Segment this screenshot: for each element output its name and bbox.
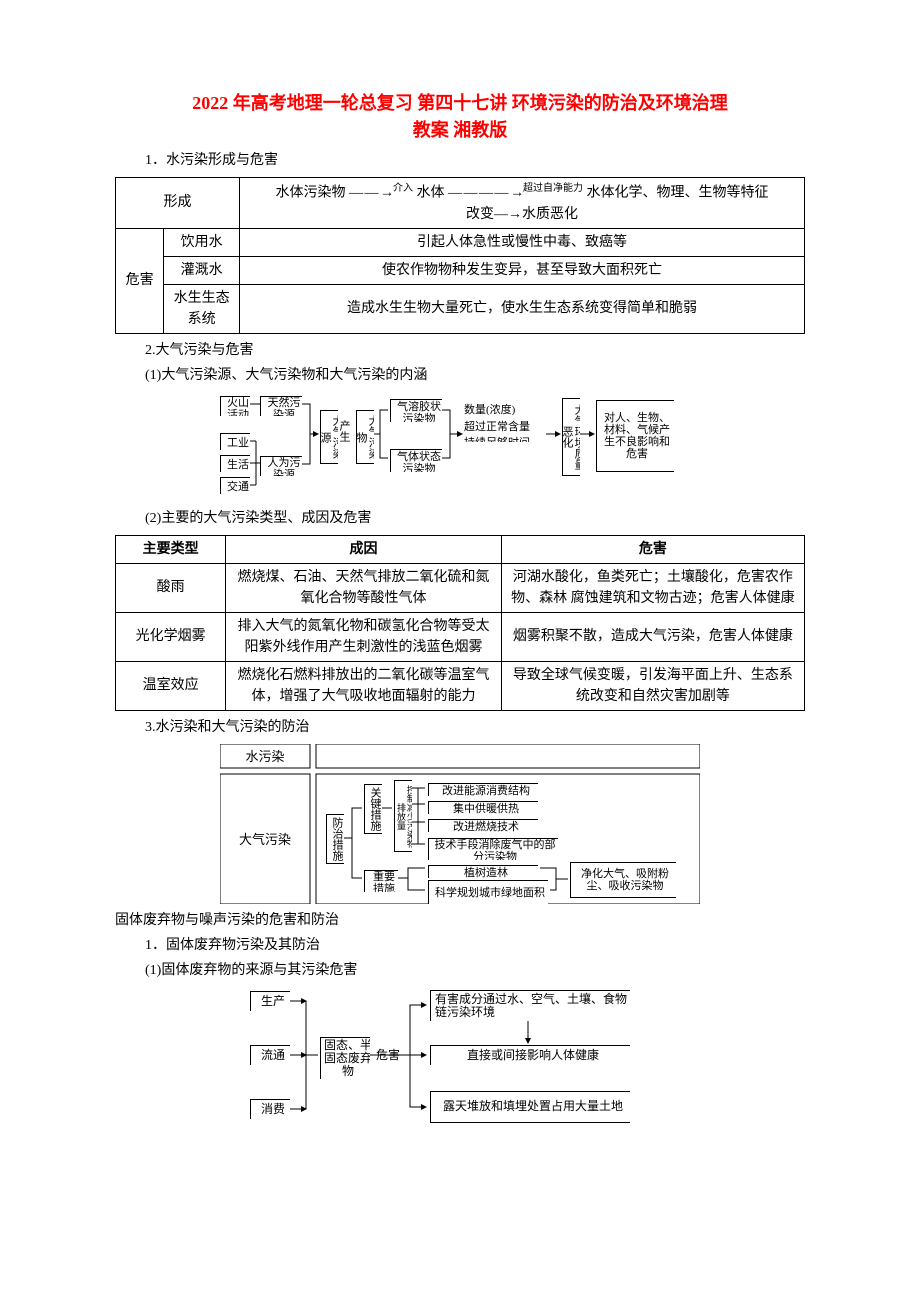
- d1-volcanic: 火山活动: [220, 396, 250, 416]
- t2-r3c1: 温室效应: [116, 661, 226, 710]
- t2-h2: 成因: [226, 535, 502, 563]
- d1-industry: 工业: [220, 433, 250, 450]
- section-4-2: (1)固体废弃物的来源与其污染危害: [145, 960, 805, 981]
- t1-r3a: 引起人体急性或慢性中毒、致癌等: [240, 228, 805, 256]
- t2-r2c1: 光化学烟雾: [116, 612, 226, 661]
- t2-r1c3: 河湖水酸化，鱼类死亡；土壤酸化，危害农作物、森林 腐蚀建筑和文物古迹；危害人体健…: [501, 563, 804, 612]
- t1-r3b: 使农作物物种发生变异，甚至导致大面积死亡: [240, 256, 805, 284]
- section-4-heading: 固体废弃物与噪声污染的危害和防治: [115, 910, 805, 931]
- d2-air: 大气污染: [220, 830, 310, 850]
- d2-key: 关键措施: [364, 784, 382, 834]
- title-line1: 2022 年高考地理一轮总复习 第四十七讲 环境污染的防治及环境治理: [192, 93, 728, 113]
- d2-water: 水污染: [220, 747, 310, 767]
- t1-r3c: 造成水生生物大量死亡，使水生生态系统变得简单和脆弱: [240, 284, 805, 333]
- section-2-1: (1)大气污染源、大气污染物和大气污染的内涵: [145, 365, 805, 386]
- d3-solid: 固态、半固态废弃物: [320, 1036, 370, 1078]
- d2-opt2: 集中供暖供热: [428, 800, 538, 813]
- d1-env-bad: 大气环境质量恶化: [562, 398, 580, 476]
- d3-h1: 有害成分通过水、空气、土壤、食物链污染环境: [430, 990, 630, 1021]
- t2-r1c1: 酸雨: [116, 563, 226, 612]
- table-air-pollution-types: 主要类型 成因 危害 酸雨 燃烧煤、石油、天然气排放二氧化硫和氮氧化合物等酸性气…: [115, 535, 805, 711]
- t1-r1c1: 形成: [116, 178, 240, 229]
- diagram-solid-waste: 生产 流通 消费 固态、半固态废弃物 危害 有害成分通过水、空气、土壤、食物链污…: [115, 987, 805, 1127]
- d2-opt4: 技术手段消除废气中的部分污染物: [428, 838, 558, 860]
- d1-human-src: 人为污染源: [260, 456, 302, 476]
- d3-consume: 消费: [250, 1099, 290, 1119]
- d2-opt3: 改进燃烧技术: [428, 818, 538, 831]
- t2-h1: 主要类型: [116, 535, 226, 563]
- section-4-1: 1．固体废弃物污染及其防治: [145, 935, 805, 956]
- section-1-heading: 1．水污染形成与危害: [145, 150, 805, 171]
- d1-produce: 产生: [340, 420, 352, 442]
- d1-natural-src: 天然污染源: [260, 396, 302, 416]
- t1-r2b: 灌溉水: [164, 256, 240, 284]
- d1-gas: 气体状态污染物: [390, 449, 442, 472]
- d1-life: 生活: [220, 455, 250, 472]
- d3-produce: 生产: [250, 991, 290, 1011]
- title-line2: 教案 湘教版: [413, 120, 508, 140]
- table-water-pollution: 形成 水体污染物 ― ― →介入 水体 ― ― ― ― →超过自净能力 水体化学…: [115, 177, 805, 334]
- d3-circulate: 流通: [250, 1045, 290, 1065]
- section-2-2: (2)主要的大气污染类型、成因及危害: [145, 508, 805, 529]
- d1-air-pollutant: 大气污染物: [356, 410, 374, 464]
- d1-air-src: 大气污染源: [320, 410, 338, 464]
- d3-h2: 直接或间接影响人体健康: [430, 1045, 630, 1065]
- page-title: 2022 年高考地理一轮总复习 第四十七讲 环境污染的防治及环境治理 教案 湘教…: [115, 90, 805, 144]
- t2-r1c2: 燃烧煤、石油、天然气排放二氧化硫和氮氧化合物等酸性气体: [226, 563, 502, 612]
- d1-harm: 对人、生物、材料、气候产生不良影响和危害: [596, 400, 674, 472]
- t2-r2c3: 烟雾积聚不散，造成大气污染，危害人体健康: [501, 612, 804, 661]
- t1-r2a: 饮用水: [164, 228, 240, 256]
- section-3-heading: 3.水污染和大气污染的防治: [145, 717, 805, 738]
- d1-qty: 数量(浓度)超过正常含量持续足够时间: [464, 402, 548, 442]
- t2-r3c3: 导致全球气候变暖，引发海平面上升、生态系统改变和自然灾害加剧等: [501, 661, 804, 710]
- d2-prevent: 防治措施: [326, 814, 344, 864]
- diagram-prevention: 水污染 大气污染 防治措施 关键措施 控制减少污染物排放量 改进能源消费结构 集…: [115, 744, 805, 904]
- d1-traffic: 交通: [220, 477, 250, 494]
- t1-r2c: 水生生态系统: [164, 284, 240, 333]
- d2-reduce: 控制减少污染物排放量: [394, 780, 412, 852]
- t2-h3: 危害: [501, 535, 804, 563]
- d2-important: 重要措施: [364, 870, 398, 892]
- t2-r3c2: 燃烧化石燃料排放出的二氧化碳等温室气体，增强了大气吸收地面辐射的能力: [226, 661, 502, 710]
- t1-r1c2: 水体污染物 ― ― →介入 水体 ― ― ― ― →超过自净能力 水体化学、物理…: [240, 178, 805, 229]
- d2-opt1: 改进能源消费结构: [428, 782, 538, 795]
- d2-green: 科学规划城市绿地面积: [428, 880, 548, 904]
- diagram-air-pollution-sources: 火山活动 工业 生活 交通 天然污染源 人为污染源 大气污染源 产生 大气污染物…: [115, 392, 805, 502]
- d2-plant: 植树造林: [428, 864, 538, 877]
- d2-purify: 净化大气、吸附粉尘、吸收污染物: [570, 862, 676, 898]
- d3-h3: 露天堆放和填埋处置占用大量土地: [430, 1091, 630, 1123]
- t2-r2c2: 排入大气的氮氧化物和碳氢化合物等受太阳紫外线作用产生刺激性的浅蓝色烟雾: [226, 612, 502, 661]
- d1-aerosol: 气溶胶状污染物: [390, 399, 442, 422]
- t1-harm-label: 危害: [116, 228, 164, 333]
- section-2-heading: 2.大气污染与危害: [145, 340, 805, 361]
